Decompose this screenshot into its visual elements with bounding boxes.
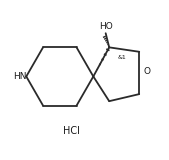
Text: &1: &1 [117,55,126,60]
Text: HCl: HCl [63,126,80,136]
Text: HO: HO [99,22,113,31]
Text: HN: HN [13,72,27,81]
Text: O: O [144,67,151,76]
